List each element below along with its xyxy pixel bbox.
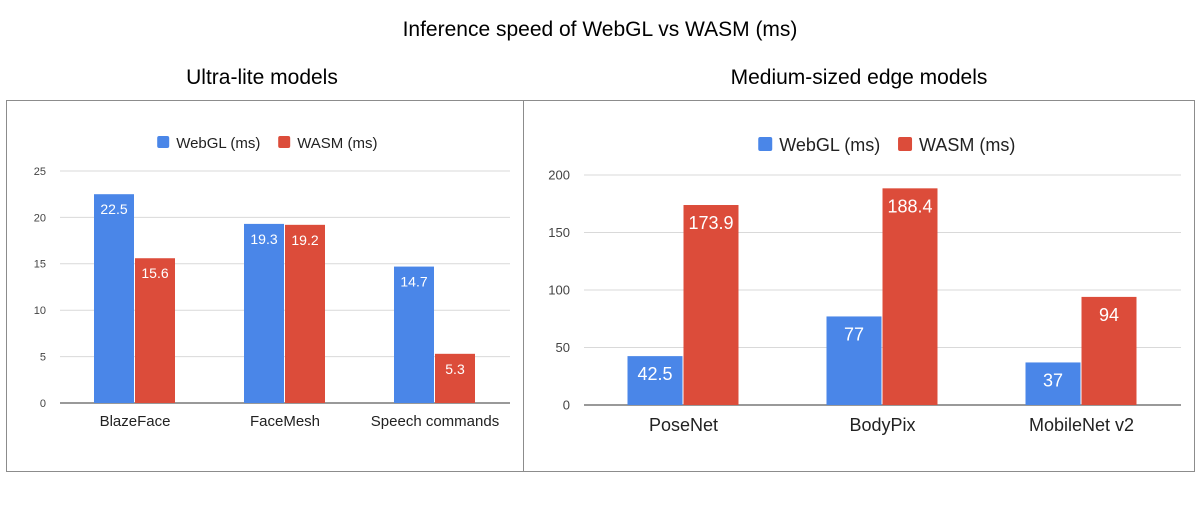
legend-swatch: [157, 136, 170, 148]
legend-swatch: [278, 136, 291, 148]
bar-value-label: 14.7: [400, 274, 427, 290]
bar: [135, 258, 175, 403]
y-tick-label: 5: [40, 351, 46, 363]
x-category-label: Speech commands: [371, 413, 499, 430]
bar-value-label: 19.2: [291, 232, 318, 248]
legend-swatch: [758, 137, 773, 151]
x-category-label: BodyPix: [849, 415, 915, 435]
bar-value-label: 37: [1043, 370, 1063, 390]
x-category-label: PoseNet: [649, 415, 718, 435]
bar: [683, 205, 739, 405]
chart-1-title: Ultra-lite models: [186, 66, 338, 89]
x-category-label: FaceMesh: [250, 413, 320, 430]
bar-value-label: 173.9: [688, 213, 733, 233]
bar-value-label: 188.4: [887, 196, 932, 216]
bar: [1025, 362, 1081, 405]
bar-value-label: 15.6: [141, 265, 168, 281]
chart-1-svg: 0 5 10 15 20 25 22.5 15.6 BlazeFace 19.3 19.2 FaceM…: [34, 135, 510, 430]
legend-label: WebGL (ms): [779, 135, 880, 155]
bar: [435, 353, 475, 403]
y-tick-label: 10: [34, 305, 46, 317]
y-tick-label: 50: [556, 340, 570, 355]
bar-value-label: 5.3: [445, 361, 465, 377]
bar: [882, 188, 938, 405]
y-tick-label: 20: [34, 212, 46, 224]
bar: [1081, 296, 1137, 405]
bar: [826, 316, 882, 405]
bar-value-label: 42.5: [637, 364, 672, 384]
y-tick-label: 15: [34, 259, 46, 271]
x-category-label: BlazeFace: [100, 413, 171, 430]
main-title: Inference speed of WebGL vs WASM (ms): [402, 18, 798, 41]
y-tick-label: 25: [34, 166, 46, 178]
y-tick-label: 0: [563, 398, 570, 413]
bar: [244, 223, 284, 403]
bar: [394, 266, 434, 403]
x-category-label: MobileNet v2: [1029, 415, 1134, 435]
chart-2-title: Medium-sized edge models: [730, 66, 988, 89]
legend-swatch: [898, 137, 913, 151]
chart-1-panel: 0 5 10 15 20 25 22.5 15.6 BlazeFace 19.3 19.2 FaceM…: [6, 100, 524, 472]
y-tick-label: 200: [548, 168, 570, 183]
legend-label: WebGL (ms): [176, 135, 260, 152]
y-tick-label: 0: [40, 398, 46, 410]
legend-label: WASM (ms): [919, 135, 1015, 155]
bar-value-label: 94: [1099, 305, 1119, 325]
chart-2-svg: 0 50 100 150 200 42.5 173.9 PoseNet 77 188.4 BodyP…: [548, 135, 1181, 435]
bar: [627, 356, 683, 405]
bar-value-label: 19.3: [250, 231, 277, 247]
bar-value-label: 22.5: [100, 201, 127, 217]
bar-value-label: 77: [844, 324, 864, 344]
y-tick-label: 150: [548, 225, 570, 240]
legend-label: WASM (ms): [297, 135, 377, 152]
bar: [285, 224, 325, 403]
y-tick-label: 100: [548, 283, 570, 298]
bar: [94, 194, 134, 403]
chart-2-panel: 0 50 100 150 200 42.5 173.9 PoseNet 77 188.4 BodyP…: [523, 100, 1195, 472]
